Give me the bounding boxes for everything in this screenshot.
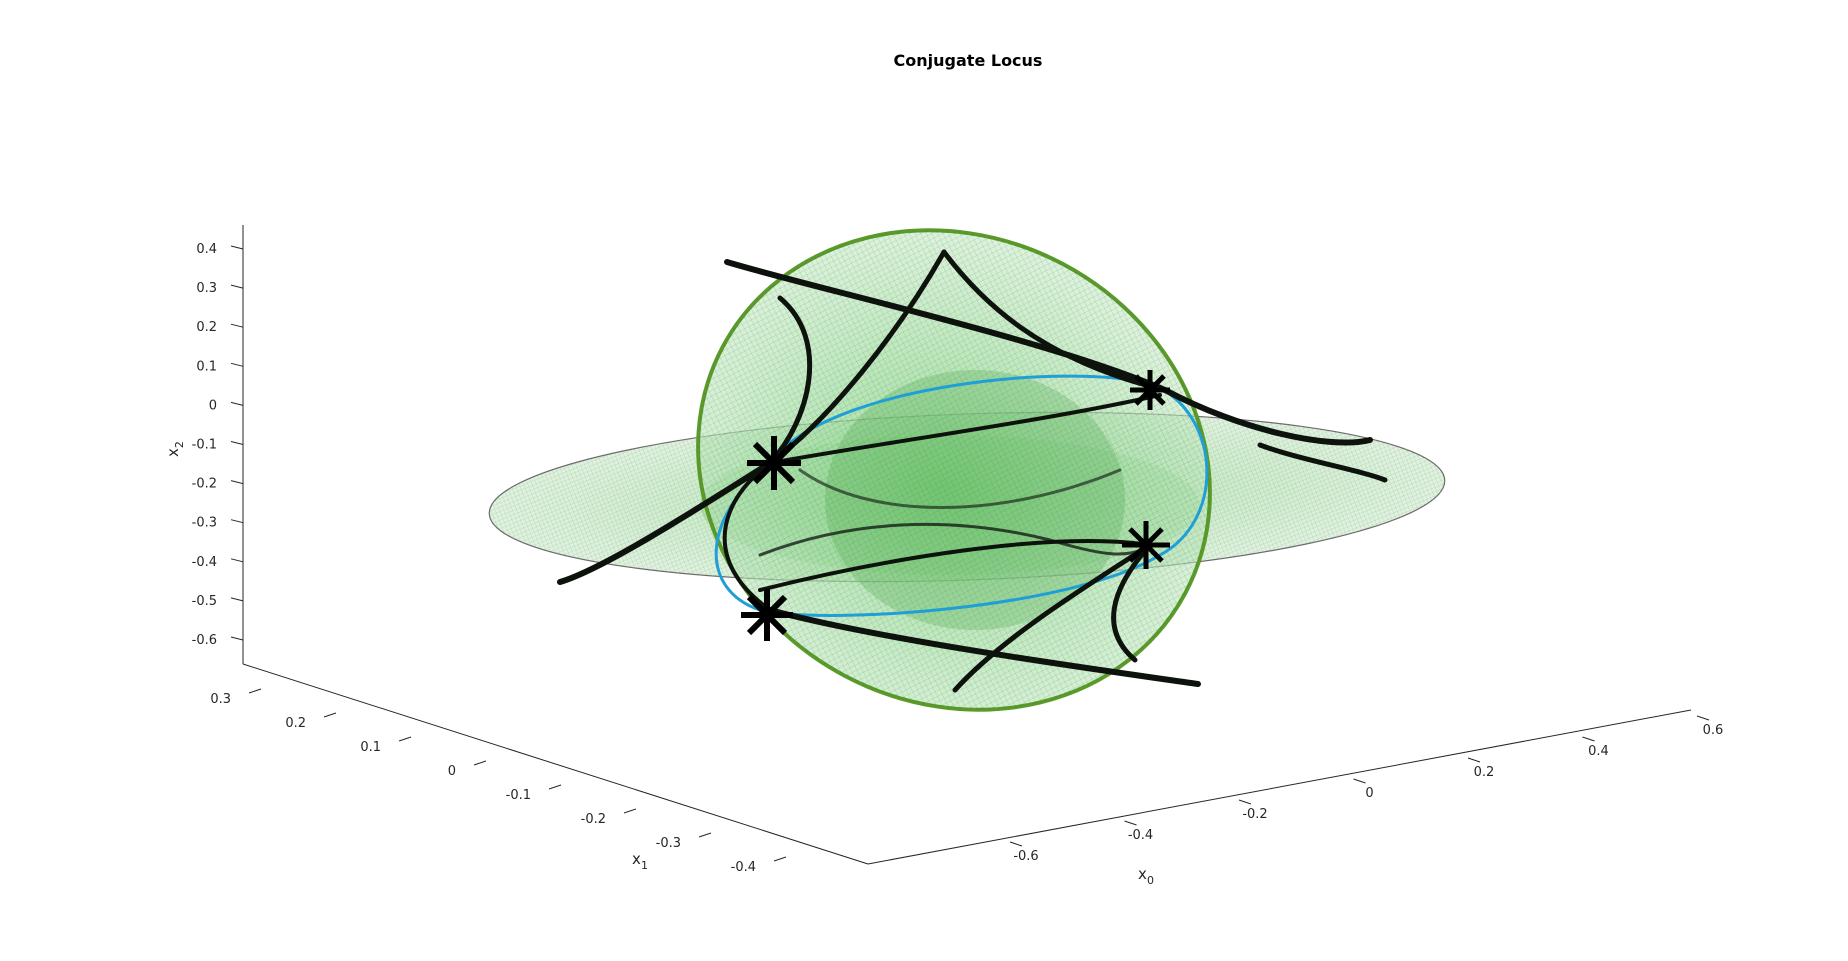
x2-tick-mark — [230, 558, 244, 563]
x2-tick-mark — [230, 441, 244, 445]
tilted-surface — [696, 228, 1212, 712]
x0-tick-label: -0.2 — [1242, 807, 1267, 822]
marker-asterisk — [1130, 370, 1170, 410]
x1-tick-label: -0.1 — [506, 788, 531, 803]
x2-tick-label: -0.4 — [192, 555, 217, 570]
x2-tick-mark — [230, 636, 244, 641]
x1-tick-label: -0.2 — [581, 812, 606, 827]
x0-ticks: -0.6 -0.4 -0.2 0 0.2 0.4 0.6 — [1009, 715, 1724, 864]
x2-tick-mark — [230, 480, 244, 485]
x1-tick-mark — [473, 760, 487, 766]
x1-tick-label: 0.2 — [285, 716, 306, 731]
conjugate-locus-curves — [557, 249, 1388, 693]
x2-tick-mark — [230, 597, 244, 602]
x2-axis-label: x2 — [164, 441, 186, 457]
x2-tick-label: -0.2 — [192, 477, 217, 492]
x2-ticks: -0.6 -0.5 -0.4 -0.3 -0.2 -0.1 0 0.1 0.2 0.3 0.4 — [192, 242, 244, 648]
x0-tick-mark — [1009, 841, 1023, 847]
x1-tick-mark — [548, 784, 562, 790]
x0-tick-mark — [1582, 736, 1595, 742]
surfaces — [488, 228, 1446, 712]
x2-tick-mark — [230, 401, 244, 406]
x2-tick-label: -0.6 — [192, 633, 217, 648]
x0-axis-label: x0 — [1138, 865, 1154, 887]
x2-tick-label: 0.4 — [196, 242, 217, 257]
x0-tick-mark — [1353, 778, 1366, 784]
x2-tick-mark — [230, 245, 244, 250]
x2-tick-mark — [230, 362, 244, 367]
x1-tick-label: 0.3 — [210, 692, 231, 707]
x1-tick-mark — [698, 832, 712, 838]
x2-tick-label: -0.5 — [192, 594, 217, 609]
x1-tick-label: 0 — [448, 764, 456, 779]
x2-tick-label: -0.3 — [192, 516, 217, 531]
x2-tick-mark — [230, 323, 244, 328]
curves — [557, 249, 1388, 693]
x2-tick-label: 0.2 — [196, 320, 217, 335]
marker-asterisk — [741, 589, 793, 641]
x1-ticks: -0.4 -0.3 -0.2 -0.1 0 0.1 0.2 0.3 — [210, 688, 787, 875]
x2-tick-label: -0.1 — [192, 438, 217, 453]
x1-tick-mark — [248, 688, 262, 694]
x0-tick-label: 0.6 — [1703, 723, 1724, 738]
chart-title: Conjugate Locus — [894, 51, 1043, 70]
marker-asterisk — [747, 436, 801, 490]
x0-tick-mark — [1124, 820, 1137, 826]
x2-tick-label: 0.1 — [196, 359, 217, 374]
x0-tick-label: 0.4 — [1588, 744, 1609, 759]
x1-tick-label: -0.4 — [731, 860, 756, 875]
boundary-curve — [714, 374, 1209, 617]
x2-tick-mark — [230, 284, 244, 289]
x0-axis-line — [867, 709, 1692, 865]
x0-tick-mark — [1696, 715, 1710, 721]
x0-tick-mark — [1238, 799, 1252, 805]
x1-tick-label: 0.1 — [360, 740, 381, 755]
x1-tick-mark — [398, 736, 412, 742]
x2-tick-mark — [230, 519, 244, 524]
markers — [741, 370, 1170, 641]
x0-tick-label: -0.6 — [1013, 849, 1038, 864]
x1-tick-mark — [323, 712, 337, 718]
x0-tick-mark — [1467, 757, 1481, 763]
x1-axis-line — [242, 663, 869, 865]
x2-tick-label: 0 — [209, 398, 217, 413]
x2-tick-label: 0.3 — [196, 281, 217, 296]
x0-tick-label: -0.4 — [1128, 828, 1153, 843]
x1-axis-label: x1 — [632, 850, 648, 872]
x0-tick-label: 0 — [1365, 786, 1373, 801]
x1-tick-mark — [623, 808, 637, 814]
x0-tick-label: 0.2 — [1474, 765, 1495, 780]
x1-tick-mark — [773, 856, 787, 862]
x1-tick-label: -0.3 — [656, 836, 681, 851]
marker-asterisk — [1122, 521, 1170, 569]
